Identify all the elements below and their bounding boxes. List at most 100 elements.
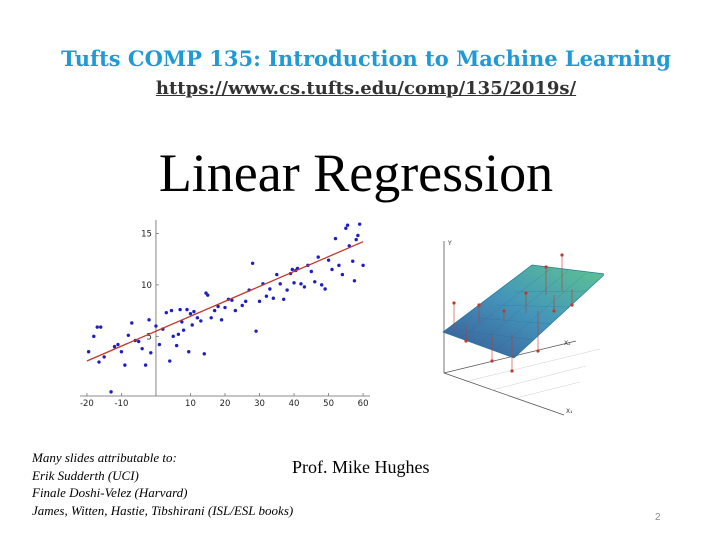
x-tick-label: -10 xyxy=(114,399,128,409)
scatter-ticks: -20 -10 10 20 30 40 50 60 5 10 15 xyxy=(80,229,369,409)
data-point xyxy=(119,350,124,354)
data-point xyxy=(123,363,127,367)
credits: Many slides attributable to: Erik Sudder… xyxy=(32,449,293,519)
x-tick-label: -20 xyxy=(80,399,94,409)
axis-label-y: Y xyxy=(447,240,452,247)
data-point xyxy=(143,363,148,367)
course-url[interactable]: https://www.cs.tufts.edu/comp/135/2019s/ xyxy=(155,78,577,99)
plane-axes xyxy=(443,241,577,416)
data-point xyxy=(112,344,117,349)
data-point xyxy=(275,272,279,277)
data-point xyxy=(192,309,196,314)
data-point xyxy=(219,318,224,322)
data-point xyxy=(223,305,227,310)
y-tick-label: 5 xyxy=(147,332,152,342)
data-point xyxy=(244,299,248,304)
data-point xyxy=(157,342,162,347)
data-point xyxy=(109,390,113,394)
data-point xyxy=(309,269,314,274)
data-point xyxy=(299,282,303,286)
data-point xyxy=(268,287,272,291)
data-point xyxy=(352,279,357,283)
data-point xyxy=(195,316,200,320)
data-point xyxy=(188,311,193,316)
data-point xyxy=(326,258,331,262)
data-point xyxy=(190,323,194,327)
data-point xyxy=(254,329,258,333)
data-point xyxy=(126,333,131,337)
plane-mesh xyxy=(459,268,588,352)
data-point xyxy=(345,223,350,227)
page-number: 2 xyxy=(655,512,661,523)
data-point xyxy=(344,226,348,230)
regression-plane xyxy=(442,264,604,359)
data-point xyxy=(202,352,206,356)
x-tick-label: 20 xyxy=(220,399,231,409)
data-point xyxy=(209,316,213,320)
data-point xyxy=(285,288,289,292)
x-tick-label: 40 xyxy=(289,399,300,409)
x-tick-label: 10 xyxy=(185,399,196,409)
x-tick-label: 60 xyxy=(358,399,369,409)
data-point xyxy=(97,360,101,364)
data-point xyxy=(333,236,338,241)
instructor-name: Prof. Mike Hughes xyxy=(292,457,430,477)
data-point xyxy=(181,328,186,332)
slide-title: Linear Regression xyxy=(158,143,554,203)
data-point xyxy=(264,294,269,298)
data-point xyxy=(164,310,169,315)
data-point xyxy=(354,237,358,242)
data-point xyxy=(147,318,151,322)
course-title: Tufts COMP 135: Introduction to Machine … xyxy=(61,46,671,71)
data-point xyxy=(330,267,334,272)
data-point xyxy=(216,304,220,309)
data-point xyxy=(187,350,191,354)
data-point xyxy=(313,280,317,284)
axis-label-x1: X₁ xyxy=(566,408,573,415)
data-point xyxy=(316,255,320,259)
data-point xyxy=(206,293,210,297)
scatter-regression-chart: -20 -10 10 20 30 40 50 60 5 10 15 xyxy=(80,220,370,409)
data-point xyxy=(357,222,362,226)
data-point xyxy=(92,334,96,339)
plane-floor-grid xyxy=(467,348,601,399)
data-point xyxy=(95,325,99,329)
data-point xyxy=(130,321,134,325)
data-point xyxy=(290,267,295,272)
data-point xyxy=(340,272,345,277)
data-point xyxy=(171,334,175,339)
data-point xyxy=(180,320,184,324)
data-point xyxy=(257,299,262,304)
residual-lines xyxy=(453,255,573,371)
data-point xyxy=(233,308,238,313)
data-point xyxy=(319,283,324,287)
data-point xyxy=(337,263,341,268)
data-point xyxy=(136,339,141,344)
data-point xyxy=(169,308,174,313)
data-point xyxy=(185,307,189,312)
y-tick-label: 10 xyxy=(141,281,152,291)
y-tick-label: 15 xyxy=(141,229,152,239)
data-point xyxy=(271,296,276,300)
regression-plane-chart: Y X₂ X₁ xyxy=(442,240,604,416)
data-point xyxy=(250,261,255,265)
data-point xyxy=(292,281,296,285)
x-tick-label: 50 xyxy=(323,399,334,409)
credits-line: Many slides attributable to: xyxy=(32,450,177,465)
residual-points xyxy=(452,253,574,373)
scatter-points xyxy=(86,222,365,394)
x-tick-label: 30 xyxy=(254,399,265,409)
data-point xyxy=(199,319,203,323)
data-point xyxy=(281,297,286,301)
credits-line: Finale Doshi-Velez (Harvard) xyxy=(32,485,188,500)
axis-label-x2: X₂ xyxy=(564,340,571,347)
credits-line: Erik Sudderth (UCI) xyxy=(32,467,139,483)
data-point xyxy=(86,350,91,354)
data-point xyxy=(230,298,234,303)
credits-line: James, Witten, Hastie, Tibshirani (ISL/E… xyxy=(32,502,294,518)
data-point xyxy=(178,307,182,312)
data-point xyxy=(302,285,307,289)
data-point xyxy=(149,351,153,355)
data-point xyxy=(168,359,172,363)
data-point xyxy=(140,346,144,351)
